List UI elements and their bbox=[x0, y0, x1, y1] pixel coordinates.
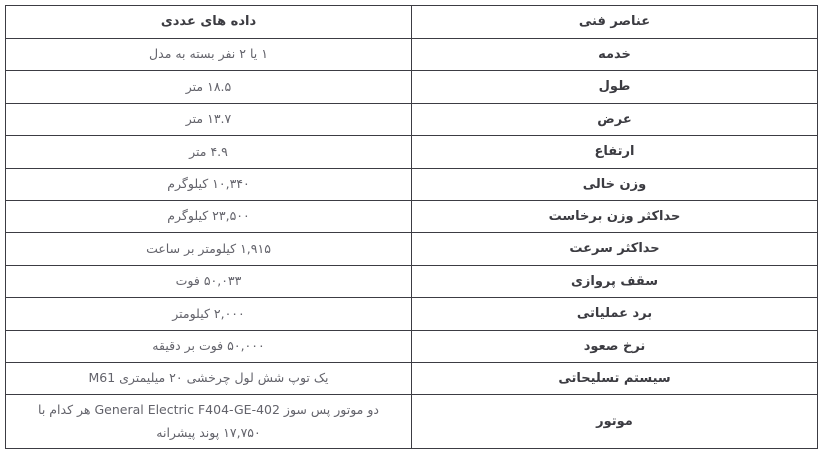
table-row-width: عرض ۱۳.۷ متر bbox=[5, 102, 818, 137]
table-row-ceiling: سقف پروازی ۵۰,۰۳۳ فوت bbox=[5, 264, 818, 299]
spec-label: ارتفاع bbox=[411, 135, 818, 169]
spec-label: طول bbox=[411, 70, 818, 104]
table-row-engine: موتور دو موتور پس سوز General Electric F… bbox=[5, 394, 818, 450]
spec-label: حداکثر سرعت bbox=[411, 232, 818, 266]
spec-value: ۵۰,۰۳۳ فوت bbox=[5, 264, 412, 299]
table-row-length: طول ۱۸.۵ متر bbox=[5, 70, 818, 104]
header-numeric-data: داده های عددی bbox=[5, 5, 412, 39]
table-row-max-takeoff-weight: حداکثر وزن برخاست ۲۳,۵۰۰ کیلوگرم bbox=[5, 199, 818, 234]
table-row-height: ارتفاع ۴.۹ متر bbox=[5, 135, 818, 169]
table-row-weapon-system: سیستم تسلیحاتی یک توپ شش لول چرخشی ۲۰ می… bbox=[5, 361, 818, 396]
spec-value: ۱ یا ۲ نفر بسته به مدل bbox=[5, 37, 412, 72]
table-row-crew: خدمه ۱ یا ۲ نفر بسته به مدل bbox=[5, 37, 818, 72]
spec-label: موتور bbox=[411, 394, 818, 450]
spec-value: ۱۸.۵ متر bbox=[5, 70, 412, 104]
header-row: عناصر فنی داده های عددی bbox=[5, 5, 818, 39]
spec-value: یک توپ شش لول چرخشی ۲۰ میلیمتری M61 bbox=[5, 361, 412, 396]
spec-value: ۵۰,۰۰۰ فوت بر دقیقه bbox=[5, 329, 412, 363]
table-row-climb-rate: نرخ صعود ۵۰,۰۰۰ فوت بر دقیقه bbox=[5, 329, 818, 363]
table-row-empty-weight: وزن خالی ۱۰,۳۴۰ کیلوگرم bbox=[5, 167, 818, 201]
spec-label: برد عملیاتی bbox=[411, 297, 818, 331]
table-row-operational-range: برد عملیاتی ۲,۰۰۰ کیلومتر bbox=[5, 297, 818, 331]
spec-label: سیستم تسلیحاتی bbox=[411, 361, 818, 396]
spec-label: عرض bbox=[411, 102, 818, 137]
table-row-max-speed: حداکثر سرعت ۱,۹۱۵ کیلومتر بر ساعت bbox=[5, 232, 818, 266]
spec-label: سقف پروازی bbox=[411, 264, 818, 299]
spec-value: ۴.۹ متر bbox=[5, 135, 412, 169]
header-technical-elements: عناصر فنی bbox=[411, 5, 818, 39]
spec-label: حداکثر وزن برخاست bbox=[411, 199, 818, 234]
technical-spec-table: عناصر فنی داده های عددی خدمه ۱ یا ۲ نفر … bbox=[5, 5, 818, 450]
spec-value: ۱۳.۷ متر bbox=[5, 102, 412, 137]
spec-value: ۱,۹۱۵ کیلومتر بر ساعت bbox=[5, 232, 412, 266]
spec-value: ۱۰,۳۴۰ کیلوگرم bbox=[5, 167, 412, 201]
spec-value: ۲۳,۵۰۰ کیلوگرم bbox=[5, 199, 412, 234]
spec-value: ۲,۰۰۰ کیلومتر bbox=[5, 297, 412, 331]
spec-label: وزن خالی bbox=[411, 167, 818, 201]
spec-label: نرخ صعود bbox=[411, 329, 818, 363]
spec-label: خدمه bbox=[411, 37, 818, 72]
spec-value: دو موتور پس سوز General Electric F404-GE… bbox=[5, 394, 412, 450]
